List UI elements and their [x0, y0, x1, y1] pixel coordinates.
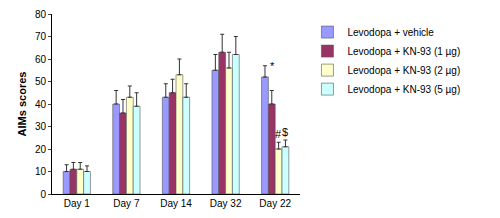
svg-text:80: 80: [35, 9, 47, 20]
svg-text:Levodopa + KN-93 (5 µg): Levodopa + KN-93 (5 µg): [347, 84, 460, 95]
svg-text:Day 7: Day 7: [113, 198, 140, 209]
svg-text:Levodopa + KN-93 (1 µg): Levodopa + KN-93 (1 µg): [347, 46, 460, 57]
svg-text:AIMs scores: AIMs scores: [16, 72, 28, 137]
svg-text:Day 22: Day 22: [259, 198, 291, 209]
svg-text:50: 50: [35, 76, 47, 87]
svg-text:Day 32: Day 32: [210, 198, 242, 209]
svg-text:20: 20: [35, 144, 47, 155]
svg-text:*: *: [270, 60, 275, 72]
svg-text:10: 10: [35, 166, 47, 177]
svg-text:Levodopa + KN-93 (2 µg): Levodopa + KN-93 (2 µg): [347, 65, 460, 76]
svg-text:40: 40: [35, 99, 47, 110]
svg-text:Day 1: Day 1: [64, 198, 91, 209]
svg-text:30: 30: [35, 121, 47, 132]
svg-text:#: #: [275, 128, 282, 140]
svg-text:0: 0: [40, 189, 46, 200]
svg-text:Levodopa + vehicle: Levodopa + vehicle: [347, 27, 434, 38]
svg-text:70: 70: [35, 31, 47, 42]
svg-text:Day 14: Day 14: [160, 198, 192, 209]
svg-text:60: 60: [35, 54, 47, 65]
svg-text:$: $: [282, 126, 288, 138]
